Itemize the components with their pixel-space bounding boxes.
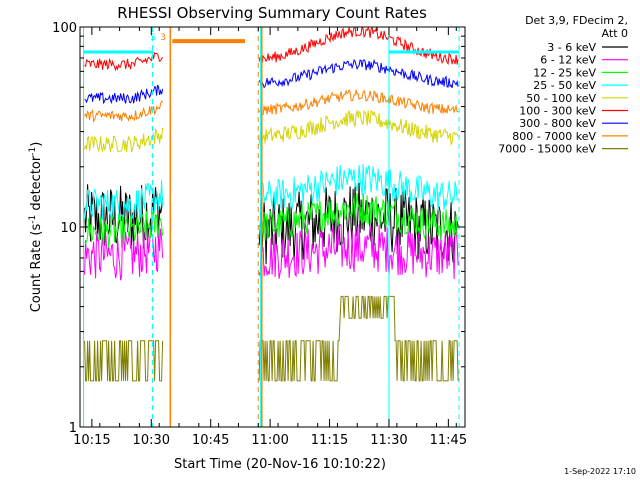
series-line-300-800-kev-post: [258, 58, 459, 89]
series-line-25-50-kev-pre: [84, 180, 164, 221]
x-tick-label: 10:15: [73, 433, 110, 448]
series-line-7000-15000-kev-post: [258, 295, 459, 382]
series-line-100-300-kev-pre: [84, 51, 164, 72]
y-tick-label: 10: [60, 221, 77, 236]
legend-entry-label: 50 - 100 keV: [526, 92, 596, 105]
legend-header-line-1: Det 3,9, FDecim 2,: [525, 14, 628, 27]
legend-entry-label: 7000 - 15000 keV: [498, 143, 596, 156]
x-axis-label: Start Time (20-Nov-16 10:10:22): [174, 457, 386, 472]
plot-area: [84, 27, 459, 382]
x-tick-label: 10:30: [133, 433, 170, 448]
series-line-12-25-kev-pre: [84, 210, 164, 248]
series-line-25-50-kev-post: [258, 164, 459, 211]
axes: 1 10 100 10:15 10:30 10:45 11:00 11:15 11:30 11:4…: [52, 21, 467, 448]
eclipse-marker-label: 3: [160, 33, 166, 43]
y-axis-label-sup-1: -1: [28, 215, 38, 224]
x-tick-label: 11:15: [311, 433, 348, 448]
x-tick-label: 11:00: [251, 433, 288, 448]
y-axis-label: Count Rate (s-1 detector-1): [28, 142, 44, 313]
timestamp: 1-Sep-2022 17:10: [564, 467, 636, 476]
x-tick-label: 11:30: [370, 433, 407, 448]
chart-title: RHESSI Observing Summary Count Rates: [117, 4, 427, 22]
series-line-3-6-kev-post: [258, 182, 459, 265]
y-tick-label: 1: [69, 421, 77, 436]
legend-entry-label: 300 - 800 keV: [519, 117, 596, 130]
series-line-800-7000-kev-post: [258, 88, 459, 116]
series-line-12-25-kev-post: [258, 193, 459, 241]
series-line-6-12-kev-post: [258, 224, 459, 280]
series-line-800-7000-kev-pre: [84, 100, 163, 123]
series-line-300-800-kev-pre: [84, 84, 164, 105]
series-line-50-100-kev-post: [258, 109, 459, 147]
legend-entry-label: 6 - 12 keV: [540, 54, 596, 67]
x-tick-label: 11:45: [430, 433, 467, 448]
y-axis-label-tail: detector: [29, 155, 44, 215]
y-axis-label-end: ): [29, 142, 44, 147]
y-tick-label: 100: [52, 21, 77, 36]
series-line-100-300-kev-post: [258, 27, 459, 66]
legend-entry-label: 25 - 50 keV: [533, 79, 596, 92]
legend-entry-label: 3 - 6 keV: [547, 41, 596, 54]
legend-entry-label: 100 - 300 keV: [519, 105, 596, 118]
series-line-50-100-kev-pre: [84, 127, 164, 153]
legend-entry-label: 12 - 25 keV: [533, 66, 596, 79]
series-line-7000-15000-kev-pre: [84, 340, 164, 382]
y-axis-label-sup-2: -1: [28, 147, 38, 156]
x-tick-label: 10:45: [192, 433, 229, 448]
legend-header-line-2: Att 0: [602, 27, 628, 40]
legend-entry-label: 800 - 7000 keV: [512, 130, 596, 143]
y-axis-label-main: Count Rate (s: [29, 224, 44, 313]
saa-marker-label: S: [150, 33, 156, 43]
